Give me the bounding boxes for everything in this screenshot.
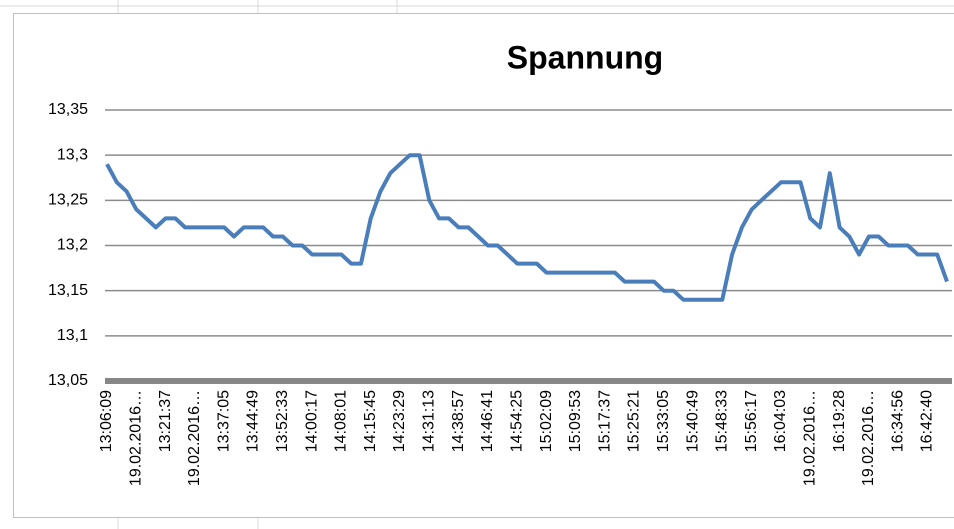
x-tick-label: 16:42:40 — [919, 390, 936, 452]
x-tick-label: 15:56:17 — [743, 390, 760, 452]
x-tick-label: 14:08:01 — [333, 390, 350, 452]
x-tick-label: 13:37:05 — [215, 390, 232, 452]
x-tick-label: 13:21:37 — [157, 390, 174, 452]
x-tick-label: 14:54:25 — [508, 390, 525, 452]
x-tick-label: 15:40:49 — [684, 390, 701, 452]
x-tick-label: 15:25:21 — [626, 390, 643, 452]
x-tick-label: 15:02:09 — [538, 390, 555, 452]
y-tick-label: 13,05 — [48, 372, 88, 389]
x-tick-label: 14:23:29 — [391, 390, 408, 452]
x-tick-label: 16:04:03 — [772, 390, 789, 452]
x-tick-label: 15:33:05 — [655, 390, 672, 452]
x-tick-label: 14:38:57 — [450, 390, 467, 452]
chart-area — [13, 13, 954, 518]
data-line — [105, 153, 949, 302]
y-tick-label: 13,35 — [48, 101, 88, 118]
x-tick-label: 19.02.2016… — [801, 390, 818, 486]
y-tick-label: 13,2 — [57, 237, 88, 254]
x-tick-label: 14:00:17 — [303, 390, 320, 452]
x-tick-label: 15:09:53 — [567, 390, 584, 452]
y-tick-label: 13,1 — [57, 327, 88, 344]
x-tick-label: 13:44:49 — [245, 390, 262, 452]
x-tick-label: 19.02.2016… — [128, 390, 145, 486]
x-tick-label: 15:17:37 — [596, 390, 613, 452]
x-tick-label: 13:52:33 — [274, 390, 291, 452]
x-tick-label: 14:31:13 — [421, 390, 438, 452]
x-tick-label: 15:48:33 — [714, 390, 731, 452]
x-tick-label: 14:15:45 — [362, 390, 379, 452]
x-tick-label: 14:46:41 — [479, 390, 496, 452]
x-tick-label: 16:19:28 — [831, 390, 848, 452]
y-tick-label: 13,15 — [48, 282, 88, 299]
chart-title: Spannung — [507, 39, 663, 75]
x-tick-label: 13:06:09 — [98, 390, 115, 452]
y-tick-label: 13,3 — [57, 146, 88, 163]
x-tick-label: 19.02.2016… — [860, 390, 877, 486]
x-tick-label: 19.02.2016… — [186, 390, 203, 486]
y-tick-label: 13,25 — [48, 192, 88, 209]
x-tick-label: 16:34:56 — [889, 390, 906, 452]
